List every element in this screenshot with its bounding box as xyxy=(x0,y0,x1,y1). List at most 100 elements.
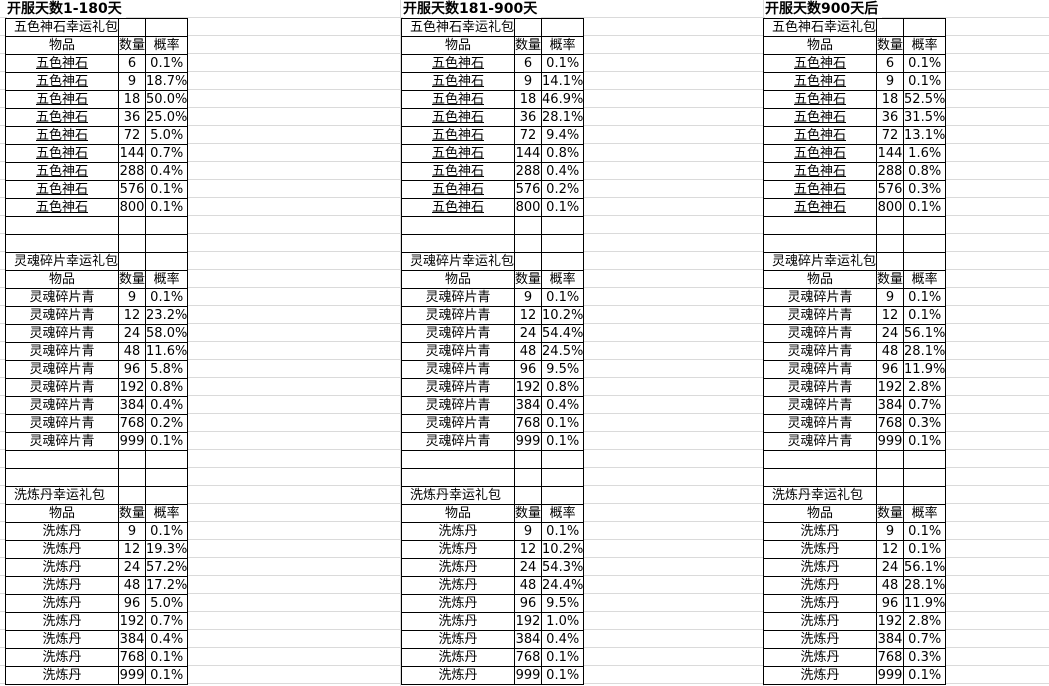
probability-header[interactable]: 概率 xyxy=(145,36,189,55)
cell[interactable] xyxy=(762,234,878,253)
probability-cell[interactable]: 58.0% xyxy=(145,324,189,343)
pack-name[interactable]: 灵魂碎片幸运礼包 xyxy=(4,252,120,271)
probability-cell[interactable]: 0.1% xyxy=(145,180,189,199)
quantity-cell[interactable]: 36 xyxy=(118,108,147,127)
item-header[interactable]: 物品 xyxy=(762,36,878,55)
quantity-cell[interactable]: 576 xyxy=(514,180,543,199)
item-cell[interactable]: 五色神石 xyxy=(4,126,120,145)
probability-cell[interactable]: 0.1% xyxy=(903,198,947,217)
probability-cell[interactable]: 0.1% xyxy=(145,288,189,307)
probability-cell[interactable]: 25.0% xyxy=(145,108,189,127)
cell[interactable] xyxy=(145,252,189,271)
item-cell[interactable]: 五色神石 xyxy=(400,180,516,199)
item-cell[interactable]: 灵魂碎片青 xyxy=(400,360,516,379)
cell[interactable] xyxy=(903,468,947,487)
probability-cell[interactable]: 0.1% xyxy=(145,198,189,217)
quantity-cell[interactable]: 24 xyxy=(876,558,905,577)
probability-cell[interactable]: 0.1% xyxy=(903,432,947,451)
quantity-cell[interactable]: 6 xyxy=(876,54,905,73)
cell[interactable] xyxy=(903,486,947,505)
probability-cell[interactable]: 11.9% xyxy=(903,594,947,613)
item-cell[interactable]: 五色神石 xyxy=(762,162,878,181)
item-header[interactable]: 物品 xyxy=(4,504,120,523)
cell[interactable] xyxy=(876,234,905,253)
item-cell[interactable]: 灵魂碎片青 xyxy=(4,378,120,397)
item-cell[interactable]: 五色神石 xyxy=(4,162,120,181)
probability-cell[interactable]: 18.7% xyxy=(145,72,189,91)
cell[interactable] xyxy=(118,468,147,487)
probability-cell[interactable]: 0.4% xyxy=(541,396,585,415)
item-cell[interactable]: 五色神石 xyxy=(762,126,878,145)
item-cell[interactable]: 洗炼丹 xyxy=(400,576,516,595)
quantity-header[interactable]: 数量 xyxy=(876,504,905,523)
item-cell[interactable]: 洗炼丹 xyxy=(4,648,120,667)
cell[interactable] xyxy=(118,18,147,37)
quantity-cell[interactable]: 768 xyxy=(118,414,147,433)
item-cell[interactable]: 灵魂碎片青 xyxy=(762,396,878,415)
item-cell[interactable]: 洗炼丹 xyxy=(4,630,120,649)
item-cell[interactable]: 灵魂碎片青 xyxy=(400,378,516,397)
cell[interactable] xyxy=(541,216,585,235)
item-header[interactable]: 物品 xyxy=(762,504,878,523)
cell[interactable] xyxy=(541,450,585,469)
probability-header[interactable]: 概率 xyxy=(903,270,947,289)
quantity-cell[interactable]: 768 xyxy=(876,648,905,667)
probability-cell[interactable]: 52.5% xyxy=(903,90,947,109)
pack-name[interactable]: 洗炼丹幸运礼包 xyxy=(4,486,120,505)
quantity-cell[interactable]: 768 xyxy=(876,414,905,433)
probability-cell[interactable]: 0.1% xyxy=(903,540,947,559)
cell[interactable] xyxy=(400,216,516,235)
quantity-cell[interactable]: 12 xyxy=(118,306,147,325)
cell[interactable] xyxy=(4,450,120,469)
probability-cell[interactable]: 14.1% xyxy=(541,72,585,91)
probability-cell[interactable]: 0.7% xyxy=(145,612,189,631)
item-cell[interactable]: 五色神石 xyxy=(762,90,878,109)
quantity-cell[interactable]: 999 xyxy=(514,666,543,685)
item-cell[interactable]: 灵魂碎片青 xyxy=(4,306,120,325)
probability-cell[interactable]: 11.9% xyxy=(903,360,947,379)
quantity-cell[interactable]: 9 xyxy=(514,72,543,91)
cell[interactable] xyxy=(118,234,147,253)
quantity-cell[interactable]: 96 xyxy=(514,360,543,379)
quantity-cell[interactable]: 9 xyxy=(514,522,543,541)
probability-cell[interactable]: 0.3% xyxy=(903,414,947,433)
quantity-cell[interactable]: 9 xyxy=(876,288,905,307)
probability-cell[interactable]: 28.1% xyxy=(903,342,947,361)
cell[interactable] xyxy=(400,450,516,469)
quantity-cell[interactable]: 576 xyxy=(876,180,905,199)
cell[interactable] xyxy=(514,486,543,505)
probability-cell[interactable]: 0.2% xyxy=(541,180,585,199)
item-cell[interactable]: 洗炼丹 xyxy=(400,522,516,541)
item-cell[interactable]: 灵魂碎片青 xyxy=(4,360,120,379)
quantity-cell[interactable]: 72 xyxy=(118,126,147,145)
item-cell[interactable]: 灵魂碎片青 xyxy=(4,396,120,415)
item-cell[interactable]: 五色神石 xyxy=(400,54,516,73)
probability-cell[interactable]: 46.9% xyxy=(541,90,585,109)
quantity-cell[interactable]: 12 xyxy=(514,306,543,325)
item-cell[interactable]: 五色神石 xyxy=(762,108,878,127)
item-cell[interactable]: 五色神石 xyxy=(4,90,120,109)
quantity-cell[interactable]: 24 xyxy=(118,324,147,343)
item-cell[interactable]: 洗炼丹 xyxy=(762,630,878,649)
probability-header[interactable]: 概率 xyxy=(541,270,585,289)
item-cell[interactable]: 灵魂碎片青 xyxy=(400,396,516,415)
probability-cell[interactable]: 24.5% xyxy=(541,342,585,361)
pack-name[interactable]: 五色神石幸运礼包 xyxy=(4,18,120,37)
cell[interactable] xyxy=(762,468,878,487)
quantity-header[interactable]: 数量 xyxy=(514,504,543,523)
probability-cell[interactable]: 11.6% xyxy=(145,342,189,361)
probability-cell[interactable]: 19.3% xyxy=(145,540,189,559)
probability-cell[interactable]: 57.2% xyxy=(145,558,189,577)
cell[interactable] xyxy=(118,486,147,505)
cell[interactable] xyxy=(145,468,189,487)
probability-header[interactable]: 概率 xyxy=(903,36,947,55)
quantity-cell[interactable]: 24 xyxy=(514,324,543,343)
probability-header[interactable]: 概率 xyxy=(541,504,585,523)
quantity-cell[interactable]: 9 xyxy=(118,72,147,91)
probability-cell[interactable]: 0.1% xyxy=(541,522,585,541)
cell[interactable] xyxy=(400,468,516,487)
probability-cell[interactable]: 9.5% xyxy=(541,594,585,613)
quantity-cell[interactable]: 192 xyxy=(118,612,147,631)
quantity-cell[interactable]: 9 xyxy=(876,72,905,91)
quantity-cell[interactable]: 36 xyxy=(514,108,543,127)
